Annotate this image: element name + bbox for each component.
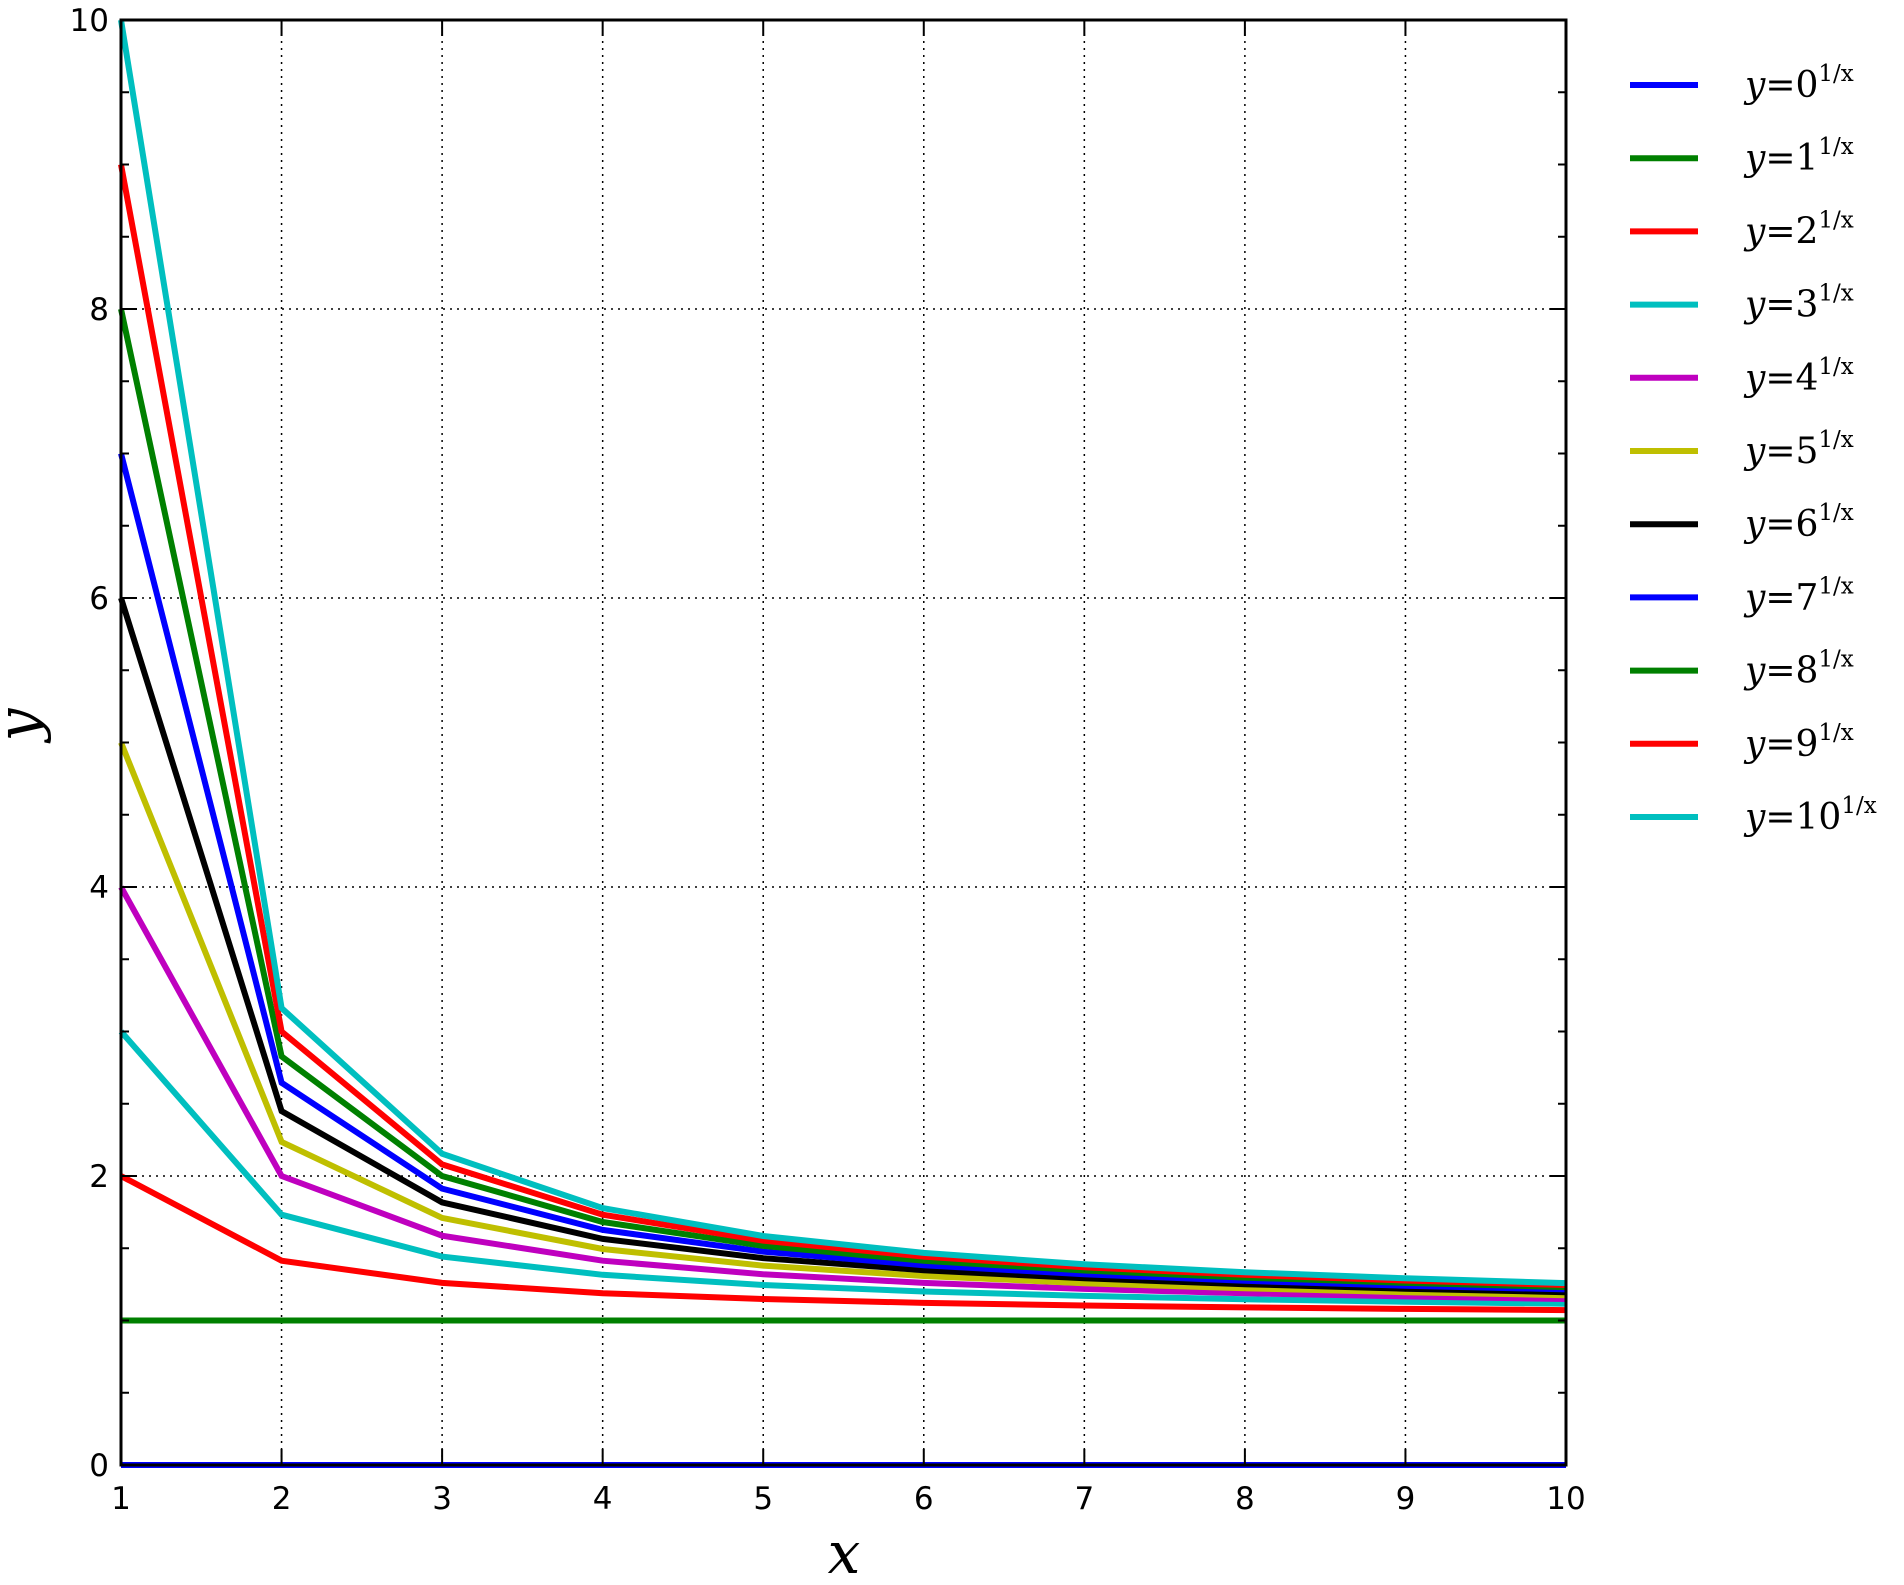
legend-item-1: y=11/x [1630,134,1854,179]
legend-item-5: y=51/x [1630,427,1854,472]
legend-item-10: y=101/x [1630,793,1877,838]
y-tick-label: 0 [89,1448,109,1484]
y-tick-label: 10 [70,3,109,39]
series-line-10 [118,19,1567,1287]
tick-labels: 1 2 3 4 5 6 7 8 9 10 0 2 4 6 8 10 [70,3,1586,1517]
legend-item-4: y=41/x [1630,354,1854,399]
legend-item-8: y=81/x [1630,647,1854,692]
x-tick-label: 4 [593,1481,613,1517]
series-lines [118,19,1567,1468]
legend-item-6: y=61/x [1630,500,1854,545]
y-axis-label: y [0,707,52,744]
legend-label: y=91/x [1743,720,1854,765]
legend-item-3: y=31/x [1630,281,1854,326]
grid-lines [121,20,1566,1465]
x-tick-label: 9 [1396,1481,1416,1517]
legend-item-2: y=21/x [1630,207,1854,252]
legend-item-7: y=71/x [1630,573,1854,618]
legend-label: y=11/x [1743,134,1854,179]
legend-label: y=41/x [1743,354,1854,399]
legend-label: y=81/x [1743,647,1854,692]
legend-item-9: y=91/x [1630,720,1854,765]
series-line-5 [118,741,1567,1299]
x-tick-label: 1 [111,1481,131,1517]
x-tick-label: 8 [1235,1481,1255,1517]
y-tick-label: 6 [89,581,109,617]
legend-label: y=61/x [1743,500,1854,545]
y-tick-label: 8 [89,292,109,328]
series-line-3 [118,1029,1567,1307]
axes [119,18,1568,1467]
legend: y=01/x y=11/x y=21/x y=31/x y=41/x y=51/x y=61… [1630,61,1877,838]
series-line-2 [119,1173,1567,1314]
legend-label: y=01/x [1743,61,1854,106]
legend-label: y=31/x [1743,281,1854,326]
series-line-4 [118,885,1567,1302]
x-tick-label: 7 [1074,1481,1094,1517]
legend-label: y=51/x [1743,427,1854,472]
series-line-6 [118,597,1567,1296]
x-tick-label: 6 [914,1481,934,1517]
legend-item-0: y=01/x [1630,61,1854,106]
y-tick-label: 2 [89,1159,109,1195]
legend-label: y=101/x [1743,793,1877,838]
x-tick-label: 10 [1546,1481,1585,1517]
x-tick-label: 5 [753,1481,773,1517]
x-tick-label: 3 [432,1481,452,1517]
legend-label: y=71/x [1743,573,1854,618]
y-tick-label: 4 [89,870,109,906]
x-axis-label: x [828,1519,861,1585]
x-tick-label: 2 [272,1481,292,1517]
legend-label: y=21/x [1743,207,1854,252]
